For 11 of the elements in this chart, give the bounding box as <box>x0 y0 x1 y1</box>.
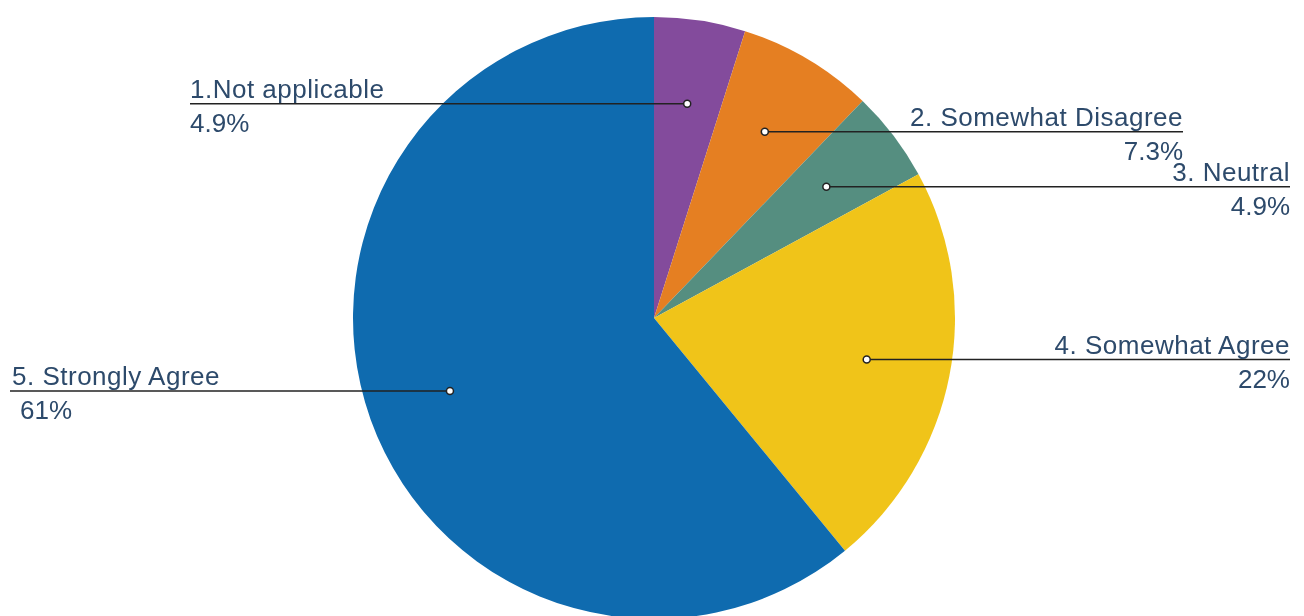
pie-slice <box>654 31 863 318</box>
slice-label: 4. Somewhat Agree <box>1054 329 1290 360</box>
pie-slice <box>654 174 955 551</box>
slice-label: 2. Somewhat Disagree <box>909 101 1183 132</box>
slice-label: 1.Not applicable <box>190 73 385 104</box>
slice-label: 5. Strongly Agree <box>12 361 220 392</box>
data-label: 22% <box>1237 363 1290 394</box>
data-label: 4.9% <box>190 107 250 138</box>
pie-slice <box>654 17 746 318</box>
data-label: 61% <box>20 395 73 426</box>
data-label: 4.9% <box>1230 190 1290 221</box>
